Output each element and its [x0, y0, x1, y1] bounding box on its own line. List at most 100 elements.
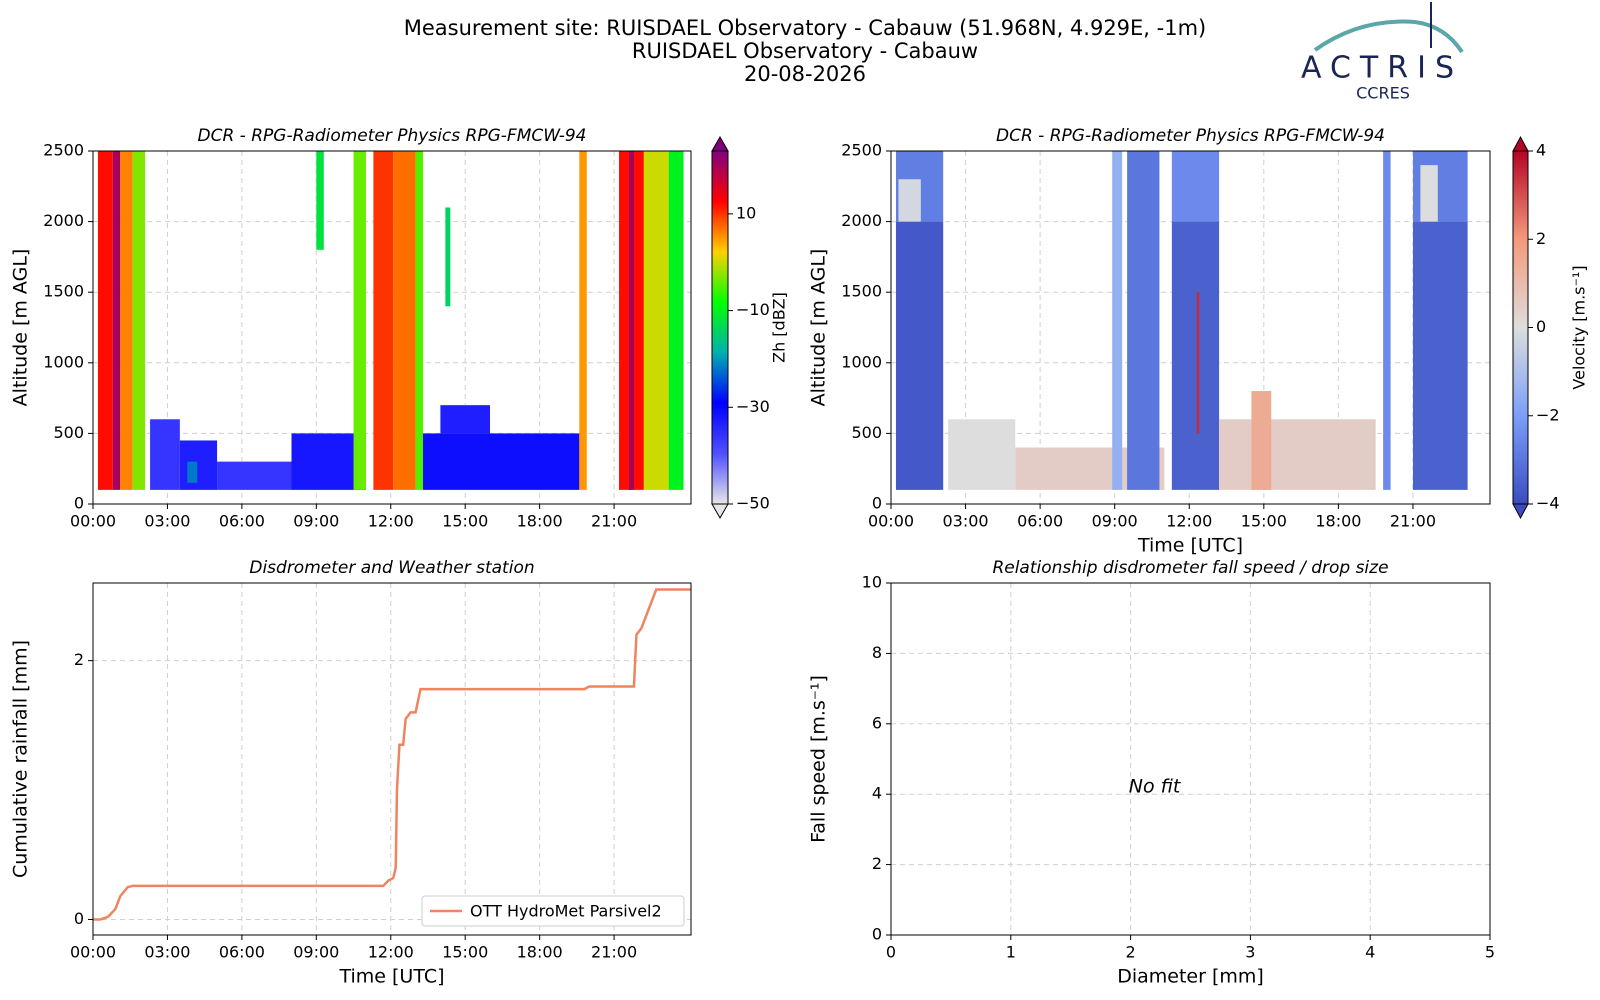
- heatmap-cell: [628, 151, 634, 490]
- x-tick-label: 2: [1126, 943, 1136, 962]
- heatmap-cell: [316, 151, 324, 250]
- x-axis-label: Time [UTC]: [1137, 535, 1243, 557]
- colorbar-extend: [711, 135, 729, 152]
- legend-label: OTT HydroMet Parsivel2: [470, 902, 662, 921]
- y-tick-label: 4: [872, 784, 882, 803]
- y-tick-label: 2000: [43, 211, 84, 230]
- heatmap-cell: [423, 433, 580, 490]
- x-axis-label: Time [UTC]: [338, 966, 444, 988]
- heatmap-cell: [373, 151, 394, 490]
- heatmap-cell: [1171, 151, 1220, 222]
- x-tick-label: 06:00: [1017, 512, 1063, 531]
- y-axis-label: Fall speed [m.s⁻¹]: [808, 675, 830, 843]
- x-tick-label: 06:00: [219, 512, 265, 531]
- y-tick-label: 0: [74, 909, 84, 928]
- x-tick-label: 12:00: [1166, 512, 1212, 531]
- axes-frame: [890, 150, 1491, 505]
- heatmap-cell: [1127, 151, 1160, 490]
- x-tick-label: 15:00: [442, 512, 488, 531]
- colorbar-tick-label: 0: [1536, 317, 1546, 336]
- x-tick-label: 06:00: [219, 943, 265, 962]
- y-tick-label: 1000: [43, 352, 84, 371]
- x-tick-label: 18:00: [1315, 512, 1361, 531]
- x-tick-label: 18:00: [517, 943, 563, 962]
- y-tick-label: 10: [862, 573, 882, 592]
- x-tick-label: 5: [1485, 943, 1495, 962]
- heatmap-cell: [1412, 221, 1468, 490]
- logo: ACTRIS CCRES: [1301, 2, 1464, 103]
- x-tick-label: 21:00: [591, 943, 637, 962]
- y-tick-label: 8: [872, 643, 882, 662]
- heatmap-cell: [1383, 151, 1391, 490]
- heatmap-cell: [132, 151, 146, 490]
- axes-frame: [92, 582, 692, 936]
- panel-title: Relationship disdrometer fall speed / dr…: [992, 558, 1388, 578]
- heatmap-cell: [440, 405, 491, 434]
- colorbar-tick-label: −10: [736, 300, 770, 319]
- x-tick-label: 09:00: [1092, 512, 1138, 531]
- axes-frame: [890, 582, 1491, 936]
- x-tick-label: 03:00: [144, 512, 190, 531]
- header-title: RUISDAEL Observatory - Cabauw: [632, 39, 978, 63]
- y-tick-label: 2500: [43, 141, 84, 160]
- x-tick-label: 15:00: [1241, 512, 1287, 531]
- y-tick-label: 6: [872, 713, 882, 732]
- heatmap-cell: [112, 151, 121, 490]
- x-tick-label: 00:00: [868, 512, 914, 531]
- heatmap-cell: [898, 179, 921, 222]
- logo-text: ACTRIS: [1301, 51, 1463, 86]
- heatmap-cell: [179, 440, 218, 490]
- colorbar: [1512, 150, 1529, 505]
- logo-arc: [1313, 19, 1464, 54]
- y-tick-label: 0: [872, 494, 882, 513]
- colorbar-extend: [1512, 503, 1529, 520]
- colorbar-label: Zh [dBZ]: [770, 292, 789, 363]
- x-tick-label: 21:00: [1390, 512, 1436, 531]
- x-tick-label: 00:00: [70, 943, 116, 962]
- heatmap-cell: [668, 151, 684, 490]
- logo-subtext: CCRES: [1356, 84, 1410, 103]
- y-tick-label: 2000: [841, 211, 882, 230]
- heatmap-cell: [948, 419, 1016, 490]
- annotation: No fit: [1129, 776, 1182, 798]
- y-tick-label: 1500: [43, 282, 84, 301]
- x-tick-label: 18:00: [517, 512, 563, 531]
- y-axis-label: Altitude [m AGL]: [10, 249, 32, 407]
- heatmap-cell: [353, 151, 366, 490]
- heatmap-cell: [187, 461, 198, 483]
- panel: Relationship disdrometer fall speed / dr…: [808, 558, 1496, 988]
- y-axis-label: Cumulative rainfall [mm]: [10, 640, 32, 878]
- colorbar: [711, 150, 729, 505]
- colorbar-label: Velocity [m.s⁻¹]: [1570, 265, 1589, 389]
- y-axis-label: Altitude [m AGL]: [808, 249, 830, 407]
- y-tick-label: 2500: [841, 141, 882, 160]
- y-tick-label: 1500: [841, 282, 882, 301]
- heatmap-cell: [1251, 391, 1272, 490]
- heatmap-cell: [1171, 221, 1220, 490]
- x-tick-label: 12:00: [368, 943, 414, 962]
- panel: DCR - RPG-Radiometer Physics RPG-FMCW-94…: [808, 126, 1589, 557]
- colorbar-extend: [711, 503, 729, 520]
- x-tick-label: 03:00: [144, 943, 190, 962]
- panel-title: Disdrometer and Weather station: [249, 558, 534, 578]
- heatmap-cell: [217, 461, 292, 490]
- colorbar-tick-label: −2: [1536, 405, 1560, 424]
- y-tick-label: 500: [851, 423, 882, 442]
- heatmap-cell: [291, 433, 366, 490]
- heatmap-cell: [895, 221, 944, 490]
- panel: DCR - RPG-Radiometer Physics RPG-FMCW-94…: [10, 126, 789, 531]
- colorbar-tick-label: −4: [1536, 494, 1560, 513]
- x-tick-label: 3: [1245, 943, 1255, 962]
- heatmap-cell: [393, 151, 416, 490]
- x-tick-label: 00:00: [70, 512, 116, 531]
- heatmap-cell: [643, 151, 669, 490]
- x-tick-label: 15:00: [442, 943, 488, 962]
- heatmap-cell: [150, 419, 180, 490]
- x-tick-label: 21:00: [591, 512, 637, 531]
- heatmap-cell: [1196, 292, 1200, 434]
- panel-title: DCR - RPG-Radiometer Physics RPG-FMCW-94: [996, 126, 1385, 146]
- y-tick-label: 2: [74, 650, 84, 669]
- x-tick-label: 0: [886, 943, 896, 962]
- x-tick-label: 09:00: [293, 943, 339, 962]
